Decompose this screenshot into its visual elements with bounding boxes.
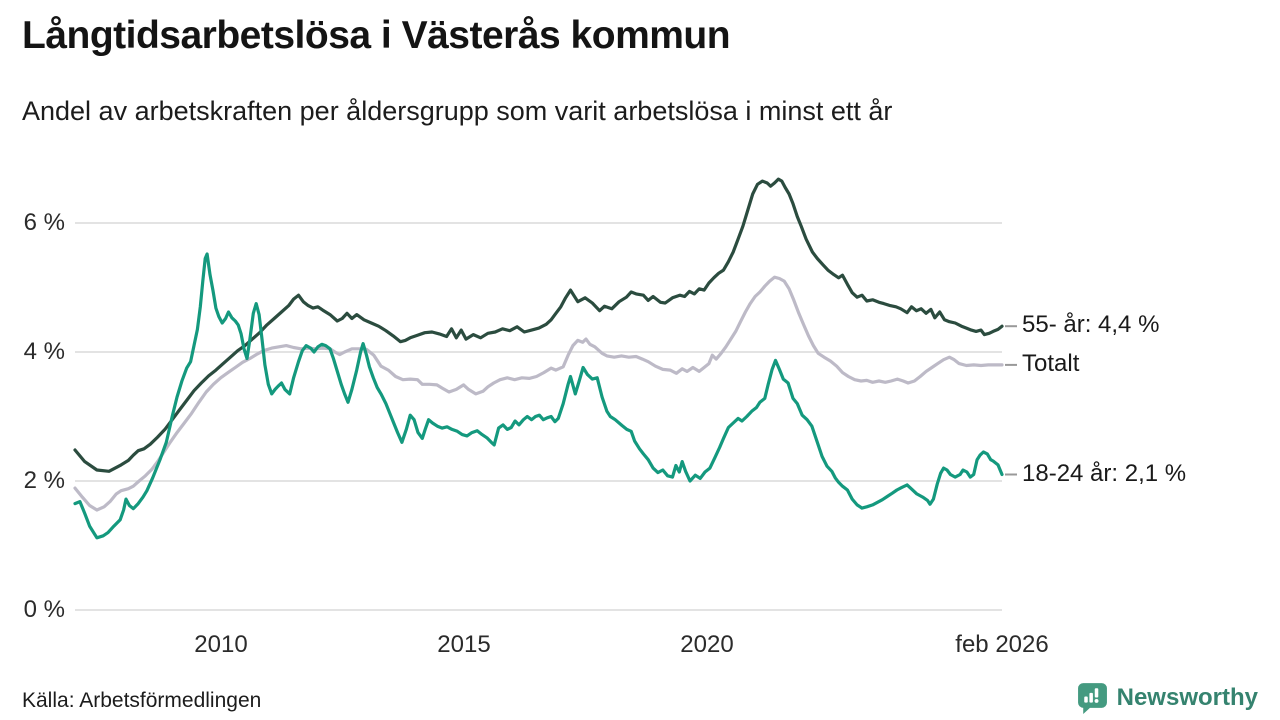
- series-line-18-24 år: [73, 252, 1004, 540]
- y-tick-2: 2 %: [23, 467, 65, 494]
- x-tick-2020: 2020: [680, 631, 734, 658]
- series-end-label-Totalt: Totalt: [1022, 349, 1080, 377]
- x-tick-2015: 2015: [437, 631, 491, 658]
- newsworthy-brand-text: Newsworthy: [1116, 683, 1258, 711]
- y-tick-0: 0 %: [23, 596, 65, 623]
- newsworthy-brand: Newsworthy: [1076, 681, 1258, 714]
- series-end-label-18-24 år: 18-24 år: 2,1 %: [1022, 459, 1187, 487]
- series-line-55- år: [73, 177, 1004, 473]
- page-subtitle: Andel av arbetskraften per åldersgrupp s…: [22, 96, 893, 126]
- y-tick-6: 6 %: [23, 209, 65, 236]
- source-note: Källa: Arbetsförmedlingen: [22, 689, 262, 712]
- page-title: Långtidsarbetslösa i Västerås kommun: [22, 14, 731, 57]
- newsworthy-logo-icon: [1076, 681, 1109, 714]
- series-line-Totalt: [73, 275, 1004, 512]
- y-tick-4: 4 %: [23, 338, 65, 365]
- x-tick-feb-2026: feb 2026: [955, 631, 1049, 658]
- series-end-label-55- år: 55- år: 4,4 %: [1022, 311, 1160, 339]
- x-tick-2010: 2010: [194, 631, 248, 658]
